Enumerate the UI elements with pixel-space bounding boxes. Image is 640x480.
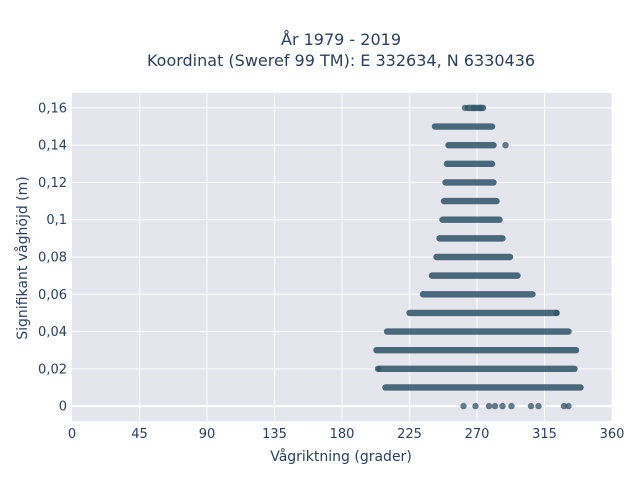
y-tick-labels: 0 0,02 0,04 0,06 0,08 0,1 0,12 0,14 0,16 (38, 101, 67, 414)
x-tick-label-6: 270 (465, 427, 490, 442)
point-band-3 (443, 160, 496, 168)
x-tick-label-1: 45 (131, 427, 148, 442)
data-point-13 (535, 402, 542, 410)
x-tick-label-7: 315 (532, 427, 557, 442)
x-tick-label-5: 225 (397, 427, 422, 442)
y-tick-label-7: 0,14 (38, 139, 67, 154)
y-tick-label-1: 0,02 (38, 362, 67, 377)
point-band-10 (419, 291, 536, 298)
y-axis-label: Signifikant våghöjd (m) (14, 176, 31, 339)
data-point-9 (491, 402, 499, 410)
x-tick-label-0: 0 (68, 427, 76, 442)
chart-title-line2: Koordinat (Sweref 99 TM): E 332634, N 63… (147, 51, 535, 70)
point-band-11 (406, 309, 560, 317)
point-band-8 (433, 253, 514, 261)
chart-title-line1: År 1979 - 2019 (281, 30, 401, 49)
point-band-4 (442, 179, 497, 186)
x-tick-label-3: 135 (262, 427, 287, 442)
point-band-9 (428, 272, 521, 279)
x-axis-label: Vågriktning (grader) (270, 448, 412, 465)
point-band-13 (373, 346, 580, 354)
x-tick-label-8: 360 (600, 427, 625, 442)
y-tick-label-2: 0,04 (38, 325, 67, 340)
point-band-12 (383, 328, 572, 335)
y-tick-label-6: 0,12 (38, 176, 67, 191)
data-point-15 (565, 402, 572, 410)
data-point-6 (460, 402, 467, 410)
y-tick-label-5: 0,1 (46, 213, 67, 228)
point-band-2 (445, 141, 497, 149)
data-point-10 (499, 402, 506, 410)
x-tick-label-2: 90 (199, 427, 216, 442)
point-band-14 (376, 365, 578, 373)
data-point-0 (461, 104, 469, 112)
data-point-12 (527, 402, 535, 410)
point-band-1 (431, 123, 496, 130)
data-point-14 (560, 402, 568, 410)
data-point-4 (553, 309, 560, 317)
x-tick-labels: 0 45 90 135 180 225 270 315 360 (68, 427, 625, 442)
data-points (373, 104, 584, 410)
data-point-3 (502, 141, 509, 149)
point-band-5 (440, 197, 500, 205)
point-band-15 (382, 384, 584, 391)
y-tick-label-8: 0,16 (38, 101, 67, 116)
data-point-5 (374, 365, 382, 373)
data-point-1 (470, 104, 478, 112)
y-tick-label-3: 0,06 (38, 288, 67, 303)
x-tick-label-4: 180 (330, 427, 355, 442)
point-band-7 (436, 235, 506, 242)
data-point-7 (472, 402, 479, 410)
point-band-6 (439, 216, 503, 223)
data-point-8 (485, 402, 493, 410)
y-tick-label-0: 0 (59, 400, 67, 415)
y-tick-label-4: 0,08 (38, 251, 67, 266)
data-point-2 (476, 104, 484, 112)
data-point-11 (508, 402, 515, 410)
